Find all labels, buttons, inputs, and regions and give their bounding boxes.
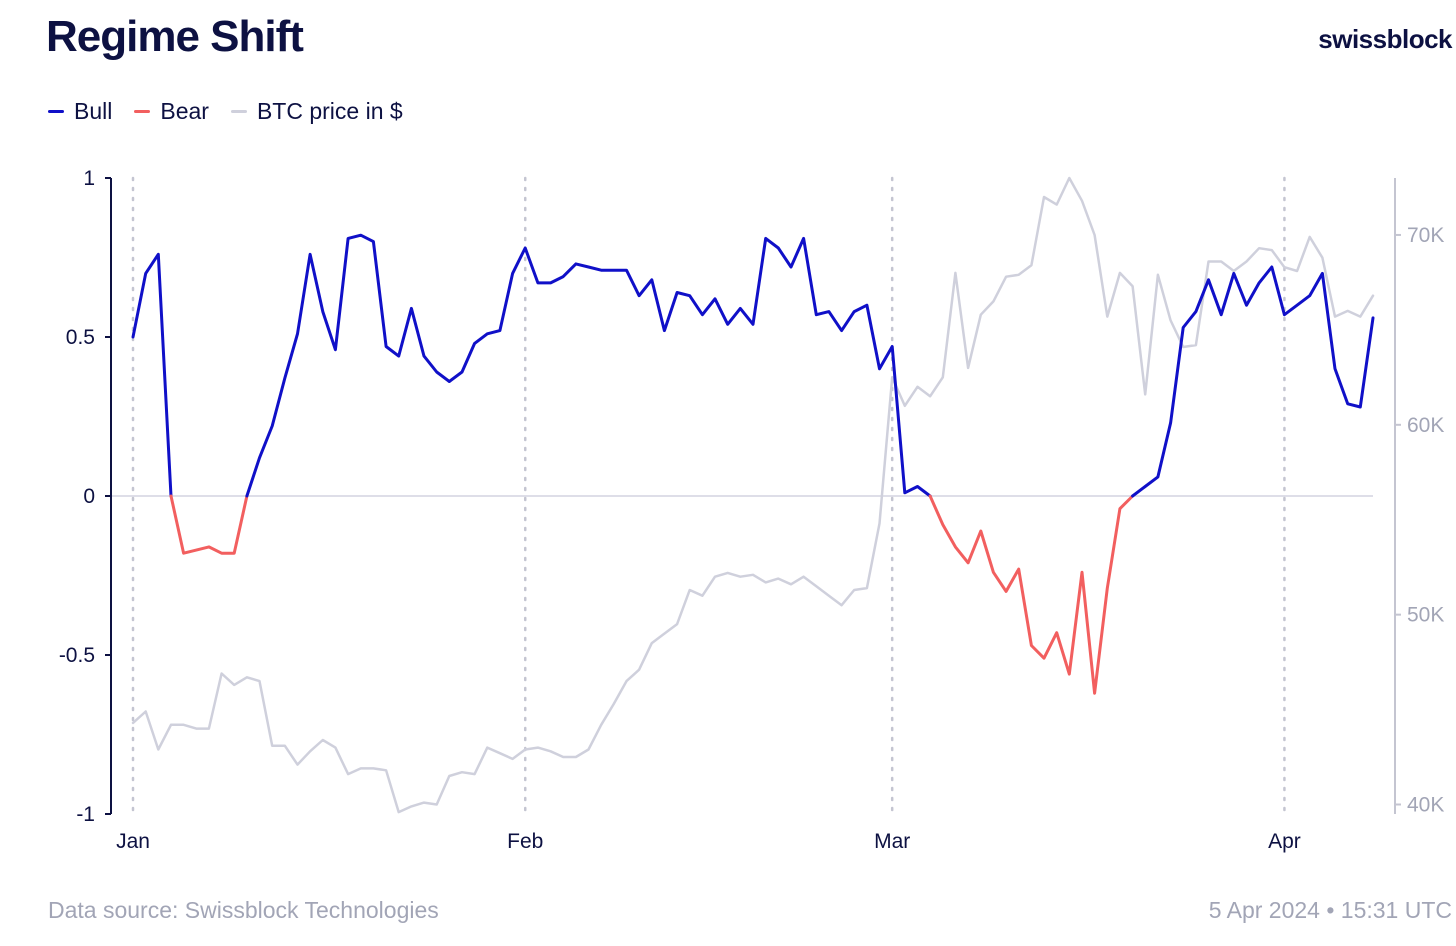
x-tick-label-jan: Jan <box>116 830 150 853</box>
legend-swatch-btc-price <box>230 110 247 113</box>
legend-label-bear: Bear <box>160 98 209 124</box>
tick-label-layer: Jan Feb Mar Apr 1 0.5 0 -0.5 -1 70K 60K 50K 40K <box>59 167 1445 853</box>
bull-line-segment <box>245 233 932 498</box>
legend: Bull Bear BTC price in $ <box>48 98 403 125</box>
legend-item-btc-price[interactable]: BTC price in $ <box>230 98 403 125</box>
y-left-tick-label: -0.5 <box>59 644 95 667</box>
regime-shift-chart: Jan Feb Mar Apr 1 0.5 0 -0.5 -1 70K 60K 50K 40K <box>59 167 1445 853</box>
bull-line-segment <box>131 252 173 498</box>
y-right-tick-label: 40K <box>1407 794 1444 817</box>
axis-layer <box>105 177 1401 815</box>
brand-logo: swissblock <box>1318 24 1452 54</box>
bear-line-segment <box>928 494 1135 695</box>
x-tick-label-feb: Feb <box>507 830 543 853</box>
y-left-tick-label: 1 <box>83 167 95 190</box>
bull-line-segment <box>1131 265 1375 498</box>
bear-line-segment <box>169 494 249 555</box>
y-left-tick-label: 0.5 <box>66 326 95 349</box>
timestamp: 5 Apr 2024 • 15:31 UTC <box>1208 897 1452 923</box>
x-tick-label-apr: Apr <box>1268 830 1301 853</box>
legend-swatch-bull <box>48 110 64 113</box>
btc-price-series <box>131 176 1375 814</box>
y-right-tick-label: 60K <box>1407 414 1444 437</box>
legend-label-bull: Bull <box>74 98 113 124</box>
y-right-tick-label: 50K <box>1407 604 1444 627</box>
y-left-tick-label: -1 <box>76 803 95 826</box>
chart-title: Regime Shift <box>46 12 304 61</box>
x-tick-label-mar: Mar <box>874 830 910 853</box>
regime-series <box>131 233 1375 695</box>
data-source: Data source: Swissblock Technologies <box>48 897 439 923</box>
legend-label-btc-price: BTC price in $ <box>256 98 403 124</box>
y-right-tick-label: 70K <box>1407 224 1444 247</box>
legend-item-bull[interactable]: Bull <box>48 98 112 125</box>
legend-item-bear[interactable]: Bear <box>134 98 209 125</box>
y-left-tick-label: 0 <box>83 485 95 508</box>
grid-layer <box>111 176 1373 816</box>
btc-price-line <box>131 176 1375 814</box>
legend-swatch-bear <box>134 110 151 113</box>
